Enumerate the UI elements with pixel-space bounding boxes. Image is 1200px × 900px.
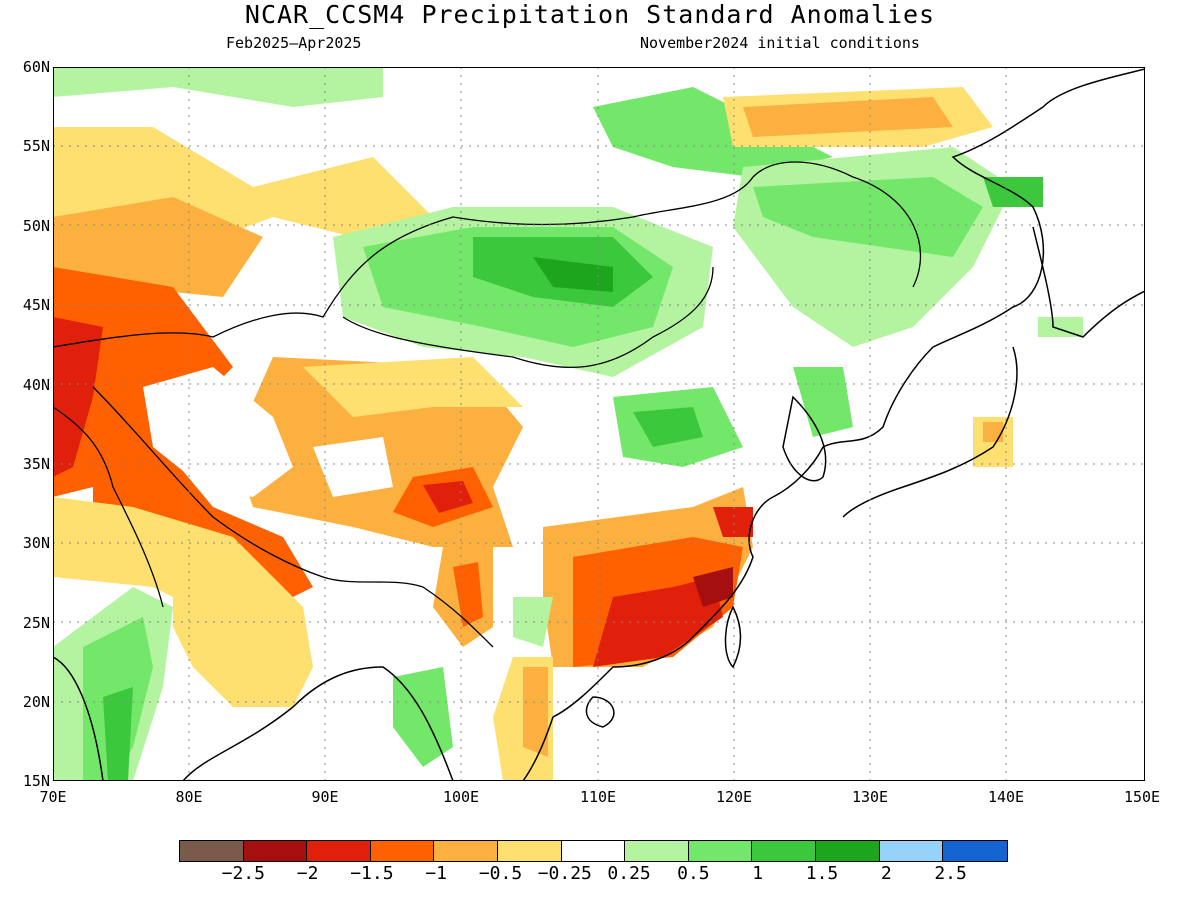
- colorbar-label: −2: [296, 863, 319, 884]
- initial-conditions: November2024 initial conditions: [640, 34, 920, 52]
- anomaly-region: [173, 567, 313, 707]
- grid-lines: [53, 67, 1145, 781]
- colorbar-swatch: [625, 841, 689, 861]
- colorbar-label: −2.5: [221, 863, 265, 884]
- anomaly-region: [53, 67, 383, 107]
- anomaly-region: [693, 567, 733, 607]
- colorbar-swatch: [943, 841, 1007, 861]
- anomaly-region: [743, 97, 953, 137]
- lon-label: 120E: [715, 788, 753, 806]
- colorbar-label: 1: [752, 863, 764, 884]
- anomaly-region: [1038, 317, 1083, 337]
- colorbar-label: −1: [425, 863, 448, 884]
- colorbar-label: 1.5: [805, 863, 839, 884]
- anomaly-map: [53, 67, 1145, 781]
- coastline: [585, 696, 615, 728]
- colorbar-swatch: [688, 841, 753, 861]
- coastline: [1032, 226, 1145, 338]
- colorbar-label: −1.5: [350, 863, 394, 884]
- lon-label: 90E: [311, 788, 339, 806]
- coastline: [724, 605, 742, 669]
- lat-label: 60N: [22, 58, 50, 76]
- colorbar-swatch: [434, 841, 498, 861]
- lat-label: 45N: [22, 296, 50, 314]
- anomaly-region: [733, 147, 1013, 347]
- colorbar-swatch: [879, 841, 944, 861]
- colorbar-swatch: [752, 841, 816, 861]
- colorbar-label: 0.25: [607, 863, 651, 884]
- anomaly-region: [593, 87, 833, 177]
- colorbar-label: −0.5: [478, 863, 523, 884]
- border: [53, 406, 164, 608]
- anomaly-region: [103, 687, 133, 781]
- anomaly-region: [753, 177, 983, 257]
- anomaly-region: [533, 257, 613, 292]
- anomaly-region: [143, 367, 293, 497]
- lat-label: 15N: [22, 772, 50, 790]
- border: [342, 266, 714, 368]
- anomaly-region: [313, 437, 393, 497]
- anomaly-region: [453, 562, 483, 627]
- anomaly-map-svg: [53, 67, 1145, 781]
- lat-label: 35N: [22, 455, 50, 473]
- coastline: [842, 346, 1018, 518]
- lat-label: 30N: [22, 534, 50, 552]
- lon-label: 70E: [39, 788, 67, 806]
- colorbar-swatch: [815, 841, 880, 861]
- lon-label: 100E: [442, 788, 480, 806]
- anomaly-region: [53, 317, 103, 477]
- colorbar-swatch: [180, 841, 244, 861]
- anomaly-region: [983, 422, 1003, 442]
- lat-label: 55N: [22, 137, 50, 155]
- lon-label: 140E: [987, 788, 1025, 806]
- coastline: [53, 656, 104, 781]
- anomaly-region: [303, 357, 523, 417]
- lon-label: 110E: [579, 788, 617, 806]
- lon-label: 150E: [1123, 788, 1161, 806]
- colorbar: [179, 840, 1008, 862]
- anomaly-region: [633, 407, 703, 447]
- border: [92, 386, 494, 648]
- lat-label: 50N: [22, 217, 50, 235]
- anomaly-region: [53, 197, 263, 297]
- colorbar-swatch: [497, 841, 562, 861]
- chart-title: NCAR_CCSM4 Precipitation Standard Anomal…: [244, 0, 936, 29]
- anomaly-region: [393, 667, 453, 767]
- coastline: [522, 68, 1145, 781]
- colorbar-swatch: [561, 841, 626, 861]
- lat-label: 20N: [22, 693, 50, 711]
- anomaly-region: [523, 667, 548, 757]
- colorbar-label: 2: [880, 863, 892, 884]
- anomaly-region: [423, 481, 473, 513]
- colorbar-swatch: [370, 841, 435, 861]
- colorbar-label: 2.5: [934, 863, 967, 884]
- lon-label: 130E: [851, 788, 889, 806]
- coastline: [182, 666, 454, 781]
- lat-label: 25N: [22, 614, 50, 632]
- anomaly-region: [793, 367, 853, 437]
- colorbar-swatch: [243, 841, 308, 861]
- lat-label: 40N: [22, 376, 50, 394]
- lon-label: 80E: [175, 788, 203, 806]
- colorbar-swatch: [307, 841, 371, 861]
- border: [53, 161, 922, 348]
- anomaly-region: [713, 507, 753, 537]
- forecast-period: Feb2025–Apr2025: [226, 34, 362, 52]
- colorbar-label: −0.25: [537, 863, 592, 884]
- anomaly-region: [593, 577, 723, 667]
- colorbar-label: 0.5: [677, 863, 710, 884]
